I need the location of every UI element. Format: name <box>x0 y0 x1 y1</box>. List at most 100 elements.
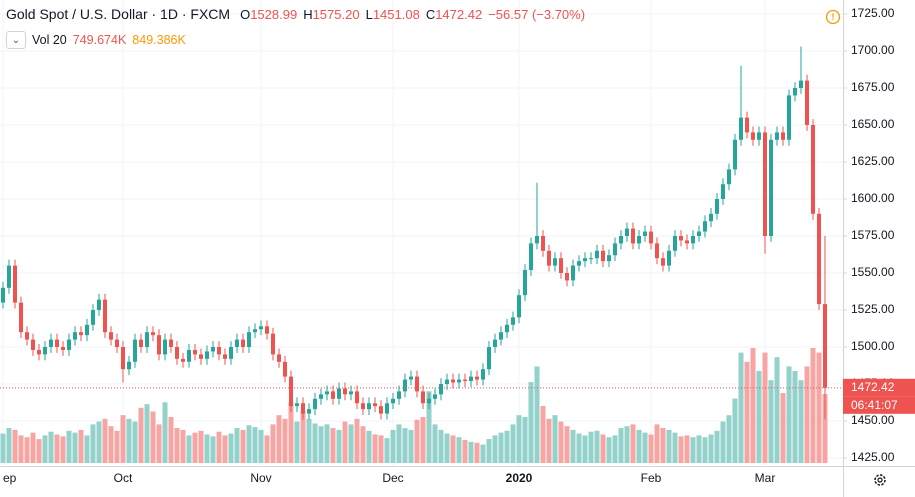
volume-bar <box>432 424 438 463</box>
volume-bar <box>738 352 744 463</box>
volume-bar <box>78 429 84 463</box>
candle-body <box>187 349 191 362</box>
candle-body <box>235 339 239 347</box>
candle-body <box>601 250 605 262</box>
candle-body <box>247 332 251 347</box>
volume-bar <box>168 417 174 463</box>
volume-bar <box>132 421 138 463</box>
candle-body <box>457 379 461 383</box>
volume-bar <box>792 371 798 463</box>
gear-inner <box>877 477 883 483</box>
volume-bar <box>624 426 630 463</box>
volume-bar <box>528 382 534 463</box>
candle-body <box>283 361 287 377</box>
volume-bar <box>72 432 78 463</box>
volume-bar <box>228 433 234 463</box>
volume-bar <box>510 424 516 463</box>
y-tick-label: 1450.00 <box>851 413 895 427</box>
candle-body <box>193 349 197 355</box>
candle-body <box>613 243 617 256</box>
volume-bar <box>354 418 360 463</box>
volume-bar <box>300 411 306 463</box>
candle-body <box>277 354 281 362</box>
volume-legend: ⌄ Vol 20 749.674K 849.386K <box>6 31 186 49</box>
candle-body <box>115 339 119 347</box>
candle-body <box>307 409 311 414</box>
candle-body <box>577 261 581 266</box>
volume-bar <box>570 429 576 463</box>
x-tick-label: Nov <box>250 471 271 485</box>
collapse-button[interactable]: ⌄ <box>6 31 26 49</box>
volume-bar <box>114 430 120 463</box>
ohlc-item: L1451.08 <box>366 7 420 22</box>
candle-body <box>439 384 443 395</box>
candle-body <box>523 270 527 296</box>
volume-bar <box>474 442 480 463</box>
volume-bar <box>294 421 300 463</box>
volume-bar <box>648 434 654 463</box>
volume-bar <box>462 440 468 463</box>
volume-bar <box>66 430 72 463</box>
volume-label: Vol 20 <box>32 33 67 47</box>
candle-body <box>661 258 665 266</box>
candle-body <box>163 339 167 355</box>
volume-bar <box>84 435 90 463</box>
candle-body <box>625 228 629 236</box>
candle-body <box>667 250 671 266</box>
candle-body <box>487 347 491 370</box>
volume-bar <box>402 428 408 463</box>
ohlc-values: O1528.99 H1575.20 L1451.08 C1472.42 <box>240 7 482 22</box>
volume-bar <box>660 428 666 463</box>
candle-body <box>583 258 587 262</box>
volume-bar <box>804 366 810 463</box>
candle-body <box>343 388 347 395</box>
candle-body <box>799 80 803 88</box>
ohlc-key: O <box>240 6 251 22</box>
candle-body <box>631 228 635 244</box>
volume-bar <box>240 429 246 463</box>
candle-body <box>769 139 773 236</box>
candle-body <box>721 184 725 199</box>
volume-bar <box>822 394 828 463</box>
volume-bar <box>504 430 510 463</box>
volume-bar <box>816 352 822 463</box>
candle-body <box>241 339 245 347</box>
candle-body <box>313 398 317 410</box>
volume-bar <box>282 418 288 463</box>
volume-bar <box>306 418 312 463</box>
candle-body <box>43 347 47 355</box>
volume-bar <box>408 429 414 463</box>
settings-icon[interactable] <box>874 474 886 486</box>
candle-body <box>319 394 323 399</box>
volume-bar <box>654 424 660 463</box>
candle-body <box>145 332 149 347</box>
candle-body <box>655 243 659 259</box>
volume-bar <box>318 426 324 463</box>
candle-body <box>109 332 113 340</box>
volume-bar <box>798 380 804 463</box>
volume-bar <box>156 424 162 463</box>
volume-bar <box>522 417 528 463</box>
x-tick-label: Dec <box>382 471 403 485</box>
x-tick-label: 2020 <box>506 471 533 485</box>
volume-bar <box>336 429 342 463</box>
volume-bar <box>54 434 60 463</box>
volume-bar <box>636 429 642 463</box>
volume-bar <box>144 404 150 463</box>
candle-body <box>229 347 233 359</box>
volume-bar <box>420 417 426 463</box>
volume-bar <box>414 419 420 463</box>
warning-icon[interactable] <box>825 9 841 25</box>
volume-bar <box>744 361 750 463</box>
candle-body <box>85 324 89 336</box>
countdown-tag <box>843 396 915 414</box>
volume-bar <box>120 415 126 463</box>
volume-bar <box>330 428 336 463</box>
volume-bar <box>732 398 738 463</box>
y-tick-label: 1425.00 <box>851 450 895 464</box>
volume-bar <box>576 433 582 463</box>
ohlc-value: 1472.42 <box>435 6 483 22</box>
volume-bar <box>162 402 168 463</box>
volume-bar <box>612 435 618 463</box>
ohlc-value: 1451.08 <box>372 6 420 22</box>
